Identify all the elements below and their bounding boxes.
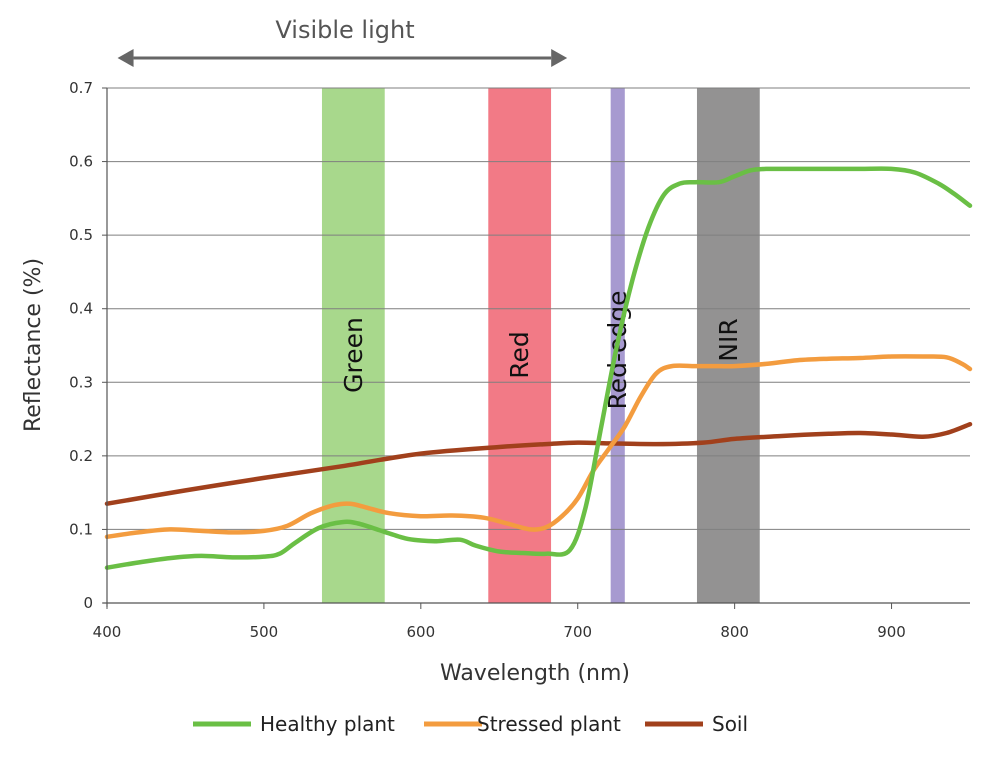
x-axis-title: Wavelength (nm) bbox=[440, 661, 630, 686]
visible-light-annotation: Visible light bbox=[117, 16, 568, 67]
y-tick-label: 0.3 bbox=[69, 373, 93, 391]
series-line-soil bbox=[104, 421, 973, 506]
y-axis-title: Reflectance (%) bbox=[21, 258, 46, 432]
series-line-stressed-plant bbox=[104, 354, 973, 540]
band-label-green: Green bbox=[339, 317, 368, 393]
x-tick-label: 500 bbox=[250, 623, 279, 641]
y-tick-label: 0.2 bbox=[69, 447, 93, 465]
visible-light-label: Visible light bbox=[275, 16, 414, 44]
visible-light-arrow-left-head bbox=[117, 49, 134, 67]
band-nir-rect bbox=[696, 88, 760, 603]
band-label-nir: NIR bbox=[714, 318, 743, 361]
series-line-healthy-plant bbox=[104, 166, 973, 570]
axes: 0 0.1 0.2 0.3 0.4 0.5 0.6 0.7 400 500 600 700 800 900 bbox=[69, 79, 970, 641]
y-tick-label: 0.4 bbox=[69, 300, 93, 318]
data-series bbox=[104, 166, 973, 570]
band-red-rect bbox=[488, 88, 552, 603]
y-tick-label: 0.7 bbox=[69, 79, 93, 97]
band-label-red: Red bbox=[505, 331, 534, 379]
y-tick-label: 0.6 bbox=[69, 153, 93, 171]
legend-label-healthy-plant: Healthy plant bbox=[260, 712, 395, 736]
y-tick-label: 0.1 bbox=[69, 520, 93, 538]
x-tick-label: 600 bbox=[406, 623, 435, 641]
band-green-rect bbox=[321, 88, 385, 603]
legend: Healthy plant Stressed plant Soil bbox=[193, 712, 748, 736]
spectral-bands bbox=[321, 88, 760, 603]
x-tick-label: 400 bbox=[93, 623, 122, 641]
y-tick-label: 0.5 bbox=[69, 226, 93, 244]
legend-label-soil: Soil bbox=[712, 712, 748, 736]
visible-light-arrow-right-head bbox=[551, 49, 568, 67]
legend-label-stressed-plant: Stressed plant bbox=[477, 712, 621, 736]
x-tick-label: 700 bbox=[563, 623, 592, 641]
y-tick-label: 0 bbox=[83, 594, 93, 612]
x-tick-label: 900 bbox=[877, 623, 906, 641]
x-tick-label: 800 bbox=[720, 623, 749, 641]
